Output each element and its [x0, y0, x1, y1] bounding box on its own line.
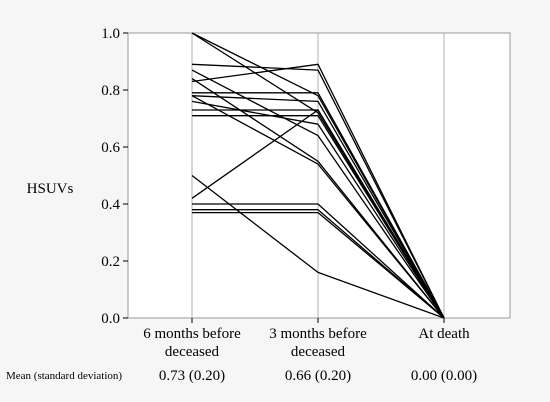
series-line-12: [192, 115, 445, 319]
mean-values: 0.73 (0.20) 0.66 (0.20) 0.00 (0.00): [159, 368, 477, 384]
series-line-8: [191, 95, 445, 319]
y-tick-label: 1.0: [101, 26, 120, 42]
series-line-6: [191, 63, 445, 319]
x-category-label: At death: [418, 326, 470, 342]
mean-value: 0.73 (0.20): [159, 368, 225, 384]
y-tick-label: 0.0: [101, 311, 120, 327]
y-tick-label: 0.6: [101, 140, 120, 156]
x-axis: 6 months before deceased 3 months before de…: [143, 318, 470, 360]
series-line-10: [191, 100, 445, 319]
x-category-label-line: 3 months before: [269, 326, 367, 342]
series-line-4: [191, 69, 445, 319]
series-line-9: [191, 95, 445, 319]
y-tick-label: 0.8: [101, 83, 120, 99]
series-line-16: [192, 209, 445, 319]
series-group: [191, 32, 445, 319]
series-line-14: [191, 109, 445, 319]
plot-area: [127, 32, 511, 319]
series-line-17: [192, 211, 445, 319]
x-category-label-line: 6 months before: [143, 326, 241, 342]
mean-value: 0.66 (0.20): [285, 368, 351, 384]
series-line-7: [192, 92, 445, 319]
x-category-label-line: deceased: [291, 344, 346, 360]
series-line-3: [191, 63, 445, 319]
x-category-label-line: At death: [418, 326, 470, 342]
series-line-13: [191, 174, 445, 319]
mean-title: Mean (standard deviation): [6, 370, 122, 382]
x-category-label: 3 months before deceased: [269, 326, 367, 360]
series-line-15: [192, 203, 445, 319]
y-tick-label: 0.2: [101, 254, 120, 270]
y-tick-label: 0.4: [101, 197, 120, 213]
mean-value: 0.00 (0.00): [411, 368, 477, 384]
x-category-label-line: deceased: [165, 344, 220, 360]
x-category-label: 6 months before deceased: [143, 326, 241, 360]
y-axis: 0.0 0.2 0.4 0.6 0.8 1.0: [101, 26, 128, 327]
y-axis-label: HSUVs: [27, 181, 74, 197]
